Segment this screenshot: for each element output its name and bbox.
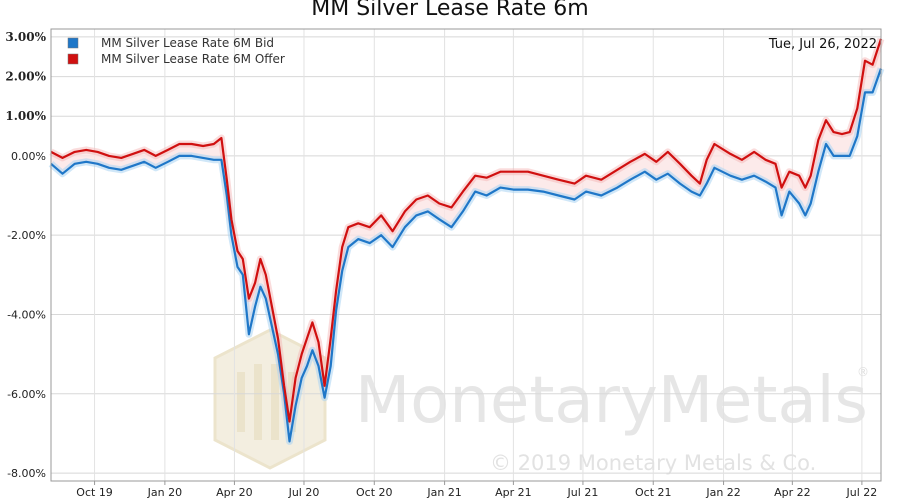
- x-tick-label: Apr 20: [216, 486, 253, 499]
- series-layer: [48, 37, 885, 445]
- x-tick-label: Jul 22: [846, 486, 878, 499]
- y-tick-label: -8.00%: [7, 467, 46, 480]
- legend-label: MM Silver Lease Rate 6M Bid: [101, 36, 274, 50]
- watermark-logo-icon: [213, 328, 327, 470]
- x-tick-label: Jan 20: [147, 486, 182, 499]
- x-tick-label: Jul 20: [288, 486, 320, 499]
- watermark-logo-bar: [271, 364, 279, 440]
- plot-frame: [50, 28, 882, 482]
- x-tick-label: Oct 19: [76, 486, 113, 499]
- y-tick-label: -2.00%: [7, 229, 46, 242]
- y-tick-label: -4.00%: [7, 308, 46, 321]
- x-axis: Oct 19 Jan 20 Apr 20 Jul 20 Oct 20 Jan 21 Apr …: [76, 486, 877, 499]
- y-tick-label: 1.00%: [5, 109, 46, 123]
- x-tick-label: Jul 21: [567, 486, 599, 499]
- y-tick-label: 2.00%: [5, 70, 46, 84]
- date-label: Tue, Jul 26, 2022: [768, 37, 877, 52]
- y-tick-label: -6.00%: [7, 388, 46, 401]
- watermark-brand: MonetaryMetals: [355, 364, 868, 438]
- y-tick-label: 0.00%: [11, 150, 46, 163]
- x-tick-label: Oct 20: [356, 486, 393, 499]
- legend-label: MM Silver Lease Rate 6M Offer: [101, 52, 285, 66]
- y-tick-label: 3.00%: [5, 30, 46, 44]
- x-tick-label: Oct 21: [635, 486, 672, 499]
- x-tick-label: Apr 21: [495, 486, 532, 499]
- x-tick-label: Apr 22: [774, 486, 811, 499]
- x-tick-label: Jan 21: [426, 486, 461, 499]
- watermark-logo-bar: [254, 364, 262, 440]
- legend-swatch: [67, 37, 79, 49]
- y-axis: 3.00% 2.00% 1.00% 0.00% -2.00% -4.00% -6.00% -8…: [5, 30, 46, 480]
- watermark-registered: ®: [857, 365, 869, 379]
- legend-swatch: [67, 53, 79, 65]
- chart-title: MM Silver Lease Rate 6m: [311, 0, 589, 21]
- watermark-logo-bar: [237, 372, 245, 432]
- series-bid-line: [50, 68, 883, 443]
- legend: MM Silver Lease Rate 6M Bid MM Silver Lea…: [67, 36, 285, 66]
- grid: [51, 29, 881, 485]
- x-tick-label: Jan 22: [705, 486, 740, 499]
- series-offer-line: [50, 38, 883, 423]
